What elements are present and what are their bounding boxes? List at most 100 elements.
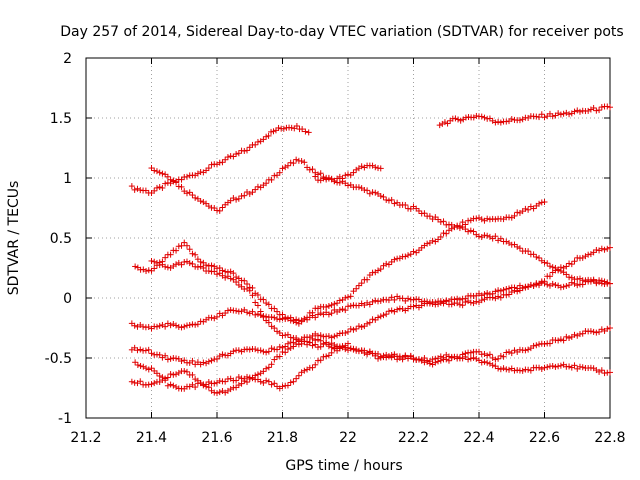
data-point bbox=[143, 268, 150, 275]
data-point bbox=[274, 308, 281, 315]
data-point bbox=[323, 176, 330, 183]
data-point bbox=[549, 280, 556, 287]
data-point bbox=[265, 132, 272, 139]
data-point bbox=[541, 199, 548, 205]
data-point bbox=[156, 351, 163, 358]
data-point bbox=[153, 323, 160, 330]
data-point bbox=[200, 359, 207, 366]
data-point bbox=[568, 279, 575, 286]
data-point bbox=[476, 348, 482, 355]
data-point bbox=[503, 238, 510, 245]
data-point bbox=[383, 351, 390, 358]
data-point bbox=[377, 165, 384, 172]
data-point bbox=[205, 358, 212, 365]
data-point bbox=[208, 314, 215, 321]
data-point bbox=[331, 333, 338, 340]
data-point bbox=[443, 356, 450, 363]
data-point bbox=[364, 187, 371, 194]
data-point bbox=[238, 380, 245, 387]
data-point bbox=[178, 183, 185, 190]
data-point bbox=[288, 124, 295, 131]
data-point bbox=[183, 190, 190, 197]
data-point bbox=[478, 359, 485, 366]
data-point bbox=[345, 182, 351, 189]
data-point bbox=[574, 107, 581, 114]
data-point bbox=[323, 353, 330, 360]
data-points bbox=[128, 103, 613, 397]
data-point bbox=[366, 301, 373, 308]
data-point bbox=[536, 364, 543, 371]
data-point bbox=[443, 297, 450, 304]
x-tick-label: 22.4 bbox=[463, 430, 494, 446]
data-point bbox=[216, 389, 223, 396]
data-point bbox=[317, 170, 324, 177]
data-point bbox=[418, 356, 425, 363]
y-tick-labels: -1 -0.5 0 0.5 1 1.5 2 bbox=[45, 51, 72, 427]
data-point bbox=[205, 268, 212, 275]
data-point bbox=[607, 369, 613, 376]
data-point bbox=[443, 230, 450, 237]
data-point bbox=[511, 212, 518, 219]
data-point bbox=[148, 350, 155, 357]
data-point bbox=[164, 356, 171, 363]
data-point bbox=[455, 116, 462, 123]
data-point bbox=[481, 350, 488, 357]
x-axis-title: GPS time / hours bbox=[285, 458, 402, 474]
data-point bbox=[459, 351, 466, 358]
data-point bbox=[268, 176, 275, 183]
data-point bbox=[140, 266, 147, 273]
data-point bbox=[151, 258, 158, 265]
data-point bbox=[563, 333, 570, 340]
data-point bbox=[383, 196, 390, 203]
data-point bbox=[260, 348, 267, 355]
data-point bbox=[342, 172, 349, 179]
data-point bbox=[508, 116, 515, 123]
data-point bbox=[380, 352, 387, 359]
data-point bbox=[429, 300, 436, 307]
data-point bbox=[347, 325, 354, 332]
data-point bbox=[254, 302, 261, 309]
series-track-h bbox=[128, 276, 613, 368]
data-point bbox=[391, 256, 398, 263]
data-point bbox=[345, 340, 351, 347]
data-point bbox=[402, 253, 409, 260]
data-point bbox=[596, 107, 603, 114]
data-point bbox=[249, 308, 256, 315]
data-point bbox=[500, 365, 507, 372]
data-point bbox=[290, 378, 297, 385]
data-point bbox=[394, 356, 401, 363]
data-point bbox=[604, 325, 611, 332]
data-point bbox=[391, 353, 398, 360]
data-point bbox=[536, 282, 543, 289]
data-point bbox=[249, 189, 256, 196]
data-point bbox=[511, 284, 518, 291]
data-point bbox=[254, 291, 261, 298]
data-point bbox=[560, 110, 567, 117]
data-point bbox=[241, 192, 248, 199]
data-point bbox=[173, 179, 180, 186]
data-point bbox=[497, 119, 504, 126]
data-point bbox=[541, 340, 548, 347]
data-point bbox=[445, 227, 452, 234]
data-point bbox=[219, 204, 226, 211]
data-point bbox=[276, 316, 283, 323]
data-point bbox=[353, 285, 360, 292]
data-point bbox=[465, 228, 472, 235]
data-point bbox=[153, 168, 160, 175]
data-point bbox=[145, 267, 152, 274]
data-point bbox=[557, 362, 564, 369]
data-point bbox=[593, 329, 600, 336]
data-point bbox=[377, 353, 384, 360]
data-point bbox=[497, 294, 504, 301]
data-point bbox=[230, 270, 237, 277]
data-point bbox=[173, 261, 180, 268]
data-point bbox=[233, 307, 240, 314]
data-point bbox=[252, 311, 259, 318]
data-point bbox=[457, 117, 464, 124]
x-tick-label: 22.6 bbox=[529, 430, 560, 446]
data-point bbox=[244, 379, 251, 386]
data-point bbox=[293, 156, 300, 163]
data-point bbox=[178, 176, 185, 183]
data-point bbox=[140, 363, 147, 370]
data-point bbox=[216, 207, 223, 214]
